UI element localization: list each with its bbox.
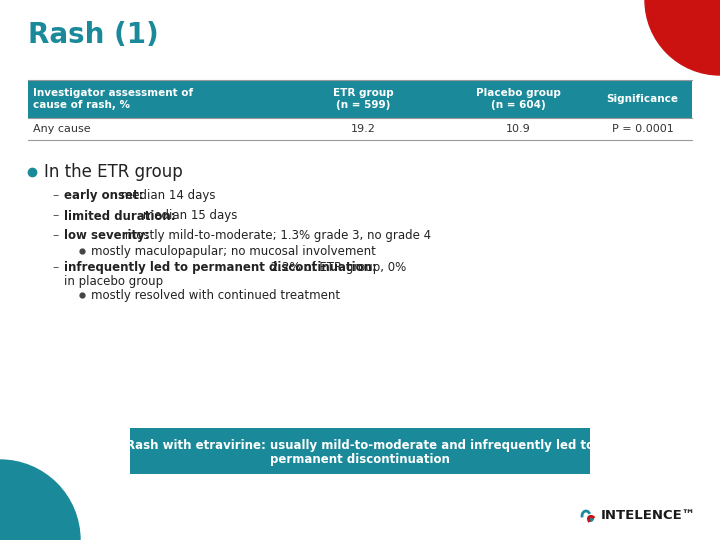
Text: –: – [52, 210, 58, 222]
Text: Placebo group
(n = 604): Placebo group (n = 604) [476, 88, 560, 110]
FancyBboxPatch shape [130, 428, 590, 474]
Text: infrequently led to permanent discontinuation:: infrequently led to permanent discontinu… [64, 261, 377, 274]
Text: –: – [52, 230, 58, 242]
Text: –: – [52, 261, 58, 274]
Text: in placebo group: in placebo group [64, 275, 163, 288]
Text: early onset:: early onset: [64, 190, 143, 202]
FancyBboxPatch shape [28, 80, 692, 118]
Text: Any cause: Any cause [33, 124, 91, 134]
Text: median 14 days: median 14 days [117, 190, 215, 202]
Text: 10.9: 10.9 [505, 124, 531, 134]
Text: mostly resolved with continued treatment: mostly resolved with continued treatment [91, 288, 340, 301]
Wedge shape [0, 460, 80, 540]
Circle shape [645, 0, 720, 75]
Text: In the ETR group: In the ETR group [44, 163, 183, 181]
Text: Rash with etravirine: usually mild-to-moderate and infrequently led to: Rash with etravirine: usually mild-to-mo… [126, 440, 594, 453]
Text: P = 0.0001: P = 0.0001 [611, 124, 673, 134]
Text: Rash (1): Rash (1) [28, 21, 158, 49]
Text: mostly maculopapular; no mucosal involvement: mostly maculopapular; no mucosal involve… [91, 245, 376, 258]
Text: –: – [52, 190, 58, 202]
Text: low severity:: low severity: [64, 230, 150, 242]
FancyBboxPatch shape [28, 118, 692, 140]
Text: ETR group
(n = 599): ETR group (n = 599) [333, 88, 393, 110]
Text: limited duration:: limited duration: [64, 210, 176, 222]
Text: permanent discontinuation: permanent discontinuation [270, 453, 450, 465]
Text: median 15 days: median 15 days [139, 210, 238, 222]
Text: 2.2% of ETR group, 0%: 2.2% of ETR group, 0% [267, 261, 407, 274]
Text: Investigator assessment of
cause of rash, %: Investigator assessment of cause of rash… [33, 88, 193, 110]
Text: 19.2: 19.2 [351, 124, 375, 134]
Text: Significance: Significance [606, 94, 678, 104]
Text: INTELENCE™: INTELENCE™ [601, 509, 696, 522]
Text: mostly mild-to-moderate; 1.3% grade 3, no grade 4: mostly mild-to-moderate; 1.3% grade 3, n… [122, 230, 431, 242]
